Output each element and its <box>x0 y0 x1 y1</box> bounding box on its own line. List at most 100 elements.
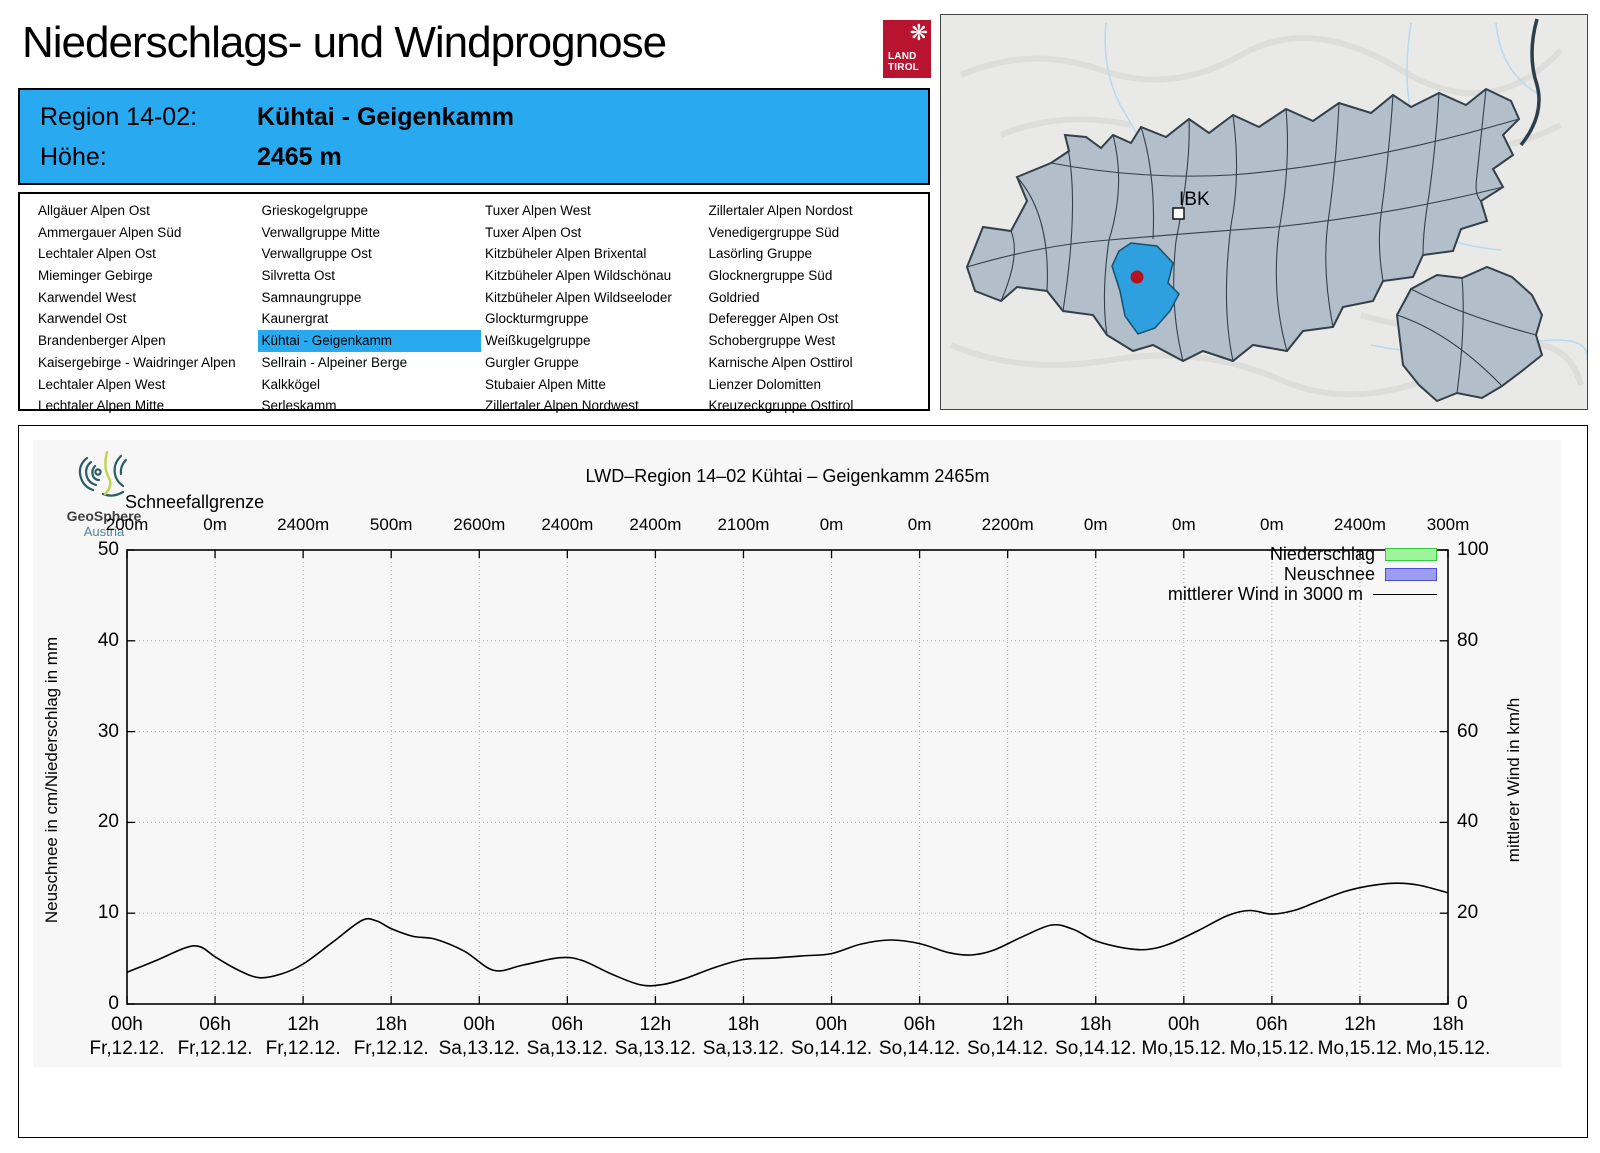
region-list-item[interactable]: Verwallgruppe Mitte <box>261 224 381 240</box>
region-list-item[interactable]: Kitzbüheler Alpen Wildschönau <box>485 268 672 284</box>
x-tick-date: Sa,13.12. <box>614 1038 697 1059</box>
region-list-item[interactable]: Lechtaler Alpen Ost <box>38 246 156 262</box>
x-tick-date: Sa,13.12. <box>438 1038 520 1059</box>
x-tick-hour: 18h <box>1432 1014 1464 1035</box>
forecast-chart-panel: GeoSphere Austria LWD–Region 14–02 Kühta… <box>18 425 1588 1138</box>
region-list-item[interactable]: Karwendel Ost <box>38 311 127 327</box>
region-list-item[interactable]: Kitzbüheler Alpen Brixental <box>485 246 647 262</box>
region-list-item[interactable]: Stubaier Alpen Mitte <box>485 376 606 392</box>
x-tick-hour: 00h <box>463 1014 496 1035</box>
snowline-value: 2100m <box>717 515 770 534</box>
y-tick-right: 80 <box>1457 629 1479 651</box>
region-list-item[interactable]: Lechtaler Alpen Mitte <box>38 398 165 414</box>
region-list-item[interactable]: Zillertaler Alpen Nordwest <box>485 398 639 414</box>
snowline-value: 0m <box>203 515 227 534</box>
y-tick-left: 10 <box>97 902 119 924</box>
x-tick-date: Sa,13.12. <box>526 1038 608 1059</box>
region-list-item[interactable]: Tuxer Alpen West <box>485 203 591 218</box>
map-station-marker <box>1130 270 1144 284</box>
region-list-item[interactable]: Kalkkögel <box>261 376 321 392</box>
region-list-item[interactable]: Karnische Alpen Osttirol <box>708 354 853 370</box>
region-list-item[interactable]: Weißkugelgruppe <box>485 333 591 349</box>
snowline-value: 500m <box>369 515 413 534</box>
x-tick-date: Fr,12.12. <box>353 1038 429 1059</box>
x-tick-hour: 00h <box>1167 1014 1200 1035</box>
region-list-item[interactable]: Allgäuer Alpen Ost <box>38 203 150 218</box>
region-list-item[interactable]: Tuxer Alpen Ost <box>485 224 582 240</box>
region-value: Kühtai - Geigenkamm <box>256 103 514 131</box>
region-list-item[interactable]: Kitzbüheler Alpen Wildseeloder <box>485 289 672 305</box>
geosphere-logo-line2: Austria <box>83 524 125 539</box>
region-column-1: Allgäuer Alpen Ost Ammergauer Alpen Süd Le… <box>34 200 258 413</box>
y-tick-left: 0 <box>108 993 119 1014</box>
region-list-item[interactable]: Schobergruppe West <box>708 333 836 349</box>
region-list-item[interactable]: Glockturmgruppe <box>485 311 589 327</box>
region-list-item[interactable]: Kaunergrat <box>261 311 329 327</box>
x-tick-date: So,14.12. <box>878 1038 961 1059</box>
region-list-item[interactable]: Deferegger Alpen Ost <box>708 311 839 327</box>
snowline-value: 2400m <box>629 515 682 534</box>
region-list-item[interactable]: Grieskogelgruppe <box>261 203 369 218</box>
y-tick-left: 30 <box>97 720 119 742</box>
tirol-map[interactable]: IBK <box>940 14 1588 410</box>
wind-line <box>126 882 1449 987</box>
map-region-borders <box>966 88 1520 362</box>
region-list-item[interactable]: Kaisergebirge - Waidringer Alpen <box>38 354 236 370</box>
region-list-item[interactable]: Kühtai - Geigenkamm <box>257 330 481 352</box>
region-list-item[interactable]: Brandenberger Alpen <box>38 333 166 349</box>
snowline-value: 2400m <box>277 515 330 534</box>
snowline-value: 0m <box>1171 515 1196 534</box>
snowline-value: 2400m <box>1333 515 1386 534</box>
y-tick-right: 60 <box>1457 720 1479 742</box>
tirol-logo-text: LAND TIROL <box>888 51 919 73</box>
snowline-value: 2400m <box>541 515 594 534</box>
x-tick-hour: 00h <box>111 1014 143 1035</box>
y-tick-right: 100 <box>1457 539 1489 560</box>
map-east-tyrol[interactable] <box>1395 265 1544 403</box>
legend-label: mittlerer Wind in 3000 m <box>1167 583 1363 604</box>
plot-area <box>126 549 1449 1005</box>
legend-row: mittlerer Wind in 3000 m <box>1168 584 1437 604</box>
y-tick-left: 20 <box>97 811 119 833</box>
snowline-value: 2200m <box>981 515 1034 534</box>
region-list-item[interactable]: Zillertaler Alpen Nordost <box>708 203 853 218</box>
region-list-item[interactable]: Samnaungruppe <box>261 289 362 305</box>
region-list-item[interactable]: Mieminger Gebirge <box>38 268 153 284</box>
region-list-item[interactable]: Serleskamm <box>261 398 337 414</box>
x-tick-hour: 18h <box>1079 1014 1112 1035</box>
region-list-item[interactable]: Goldried <box>708 289 760 305</box>
snowline-value: 300m <box>1426 515 1470 534</box>
geosphere-logo-line1: GeoSphere <box>66 508 142 524</box>
x-tick-date: Mo,15.12. <box>1141 1038 1227 1059</box>
x-tick-hour: 12h <box>639 1014 672 1035</box>
region-list-item[interactable]: Sellrain - Alpeiner Berge <box>261 354 408 370</box>
snowline-value: 0m <box>1260 515 1284 534</box>
land-tirol-logo: ❋ LAND TIROL <box>883 20 931 78</box>
region-list-item[interactable]: Lasörling Gruppe <box>708 246 813 262</box>
region-list-item[interactable]: Lechtaler Alpen West <box>38 376 166 392</box>
region-list-item[interactable]: Kreuzeckgruppe Osttirol <box>708 398 854 414</box>
legend-row: Neuschnee <box>1168 564 1437 584</box>
legend-row: Niederschlag <box>1168 544 1437 564</box>
region-list-item[interactable]: Gurgler Gruppe <box>485 354 579 370</box>
region-label: Region 14-02: <box>40 103 198 131</box>
chart-legend: Niederschlag Neuschnee mittlerer Wind in 3… <box>1168 544 1437 604</box>
region-list-item[interactable]: Venedigergruppe Süd <box>708 224 840 240</box>
region-list-item[interactable]: Lienzer Dolomitten <box>708 376 822 392</box>
region-list-item[interactable]: Verwallgruppe Ost <box>261 246 372 262</box>
region-list-item[interactable]: Glocknergruppe Süd <box>708 268 833 284</box>
x-tick-hour: 06h <box>551 1014 584 1035</box>
region-list-item[interactable]: Ammergauer Alpen Süd <box>38 224 182 240</box>
x-tick-hour: 06h <box>903 1014 936 1035</box>
region-list-item[interactable]: Karwendel West <box>38 289 137 305</box>
y-tick-right: 0 <box>1457 993 1468 1014</box>
chart-title: LWD–Region 14–02 Kühtai – Geigenkamm 246… <box>585 466 990 486</box>
region-list-item[interactable]: Silvretta Ost <box>261 268 336 284</box>
region-column-4: Zillertaler Alpen Nordost Venedigergruppe… <box>705 200 929 413</box>
map-east-borders <box>1396 277 1537 394</box>
x-tick-hour: 00h <box>815 1014 848 1035</box>
snowline-value: 0m <box>819 515 844 534</box>
legend-key-line <box>1373 593 1437 595</box>
map-region-highlight[interactable] <box>1111 242 1180 335</box>
